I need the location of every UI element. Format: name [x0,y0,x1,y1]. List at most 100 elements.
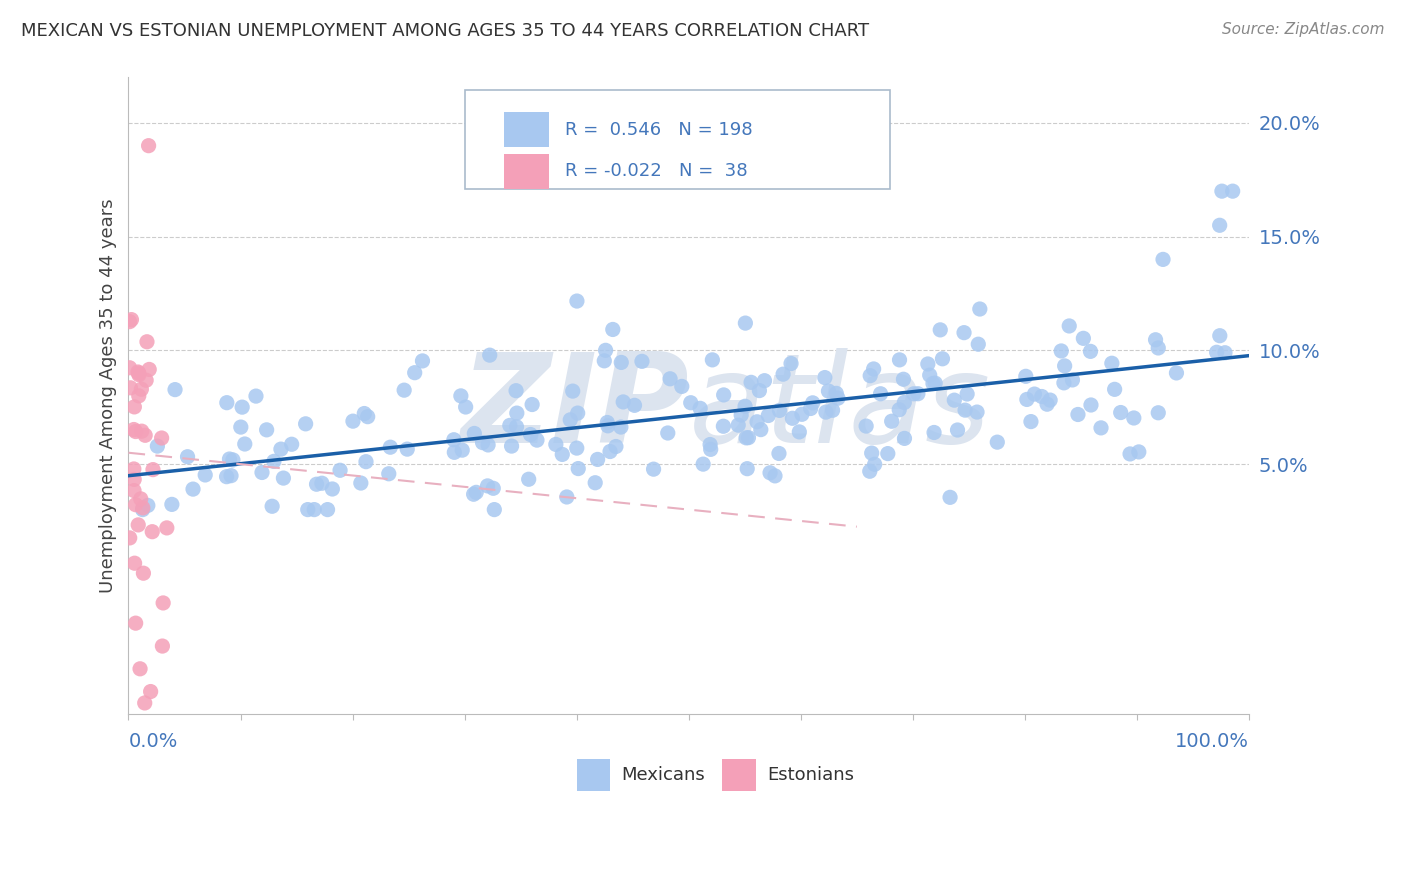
Point [477,479,499,493]
Point [790,407,813,421]
Point [876,447,898,461]
Point [1036,397,1059,411]
Point [131,382,153,396]
Point [443,445,465,459]
Point [450,389,472,403]
Point [357,409,380,424]
Point [411,354,433,368]
Point [1209,328,1232,343]
Point [229,420,252,434]
Point [128,366,150,380]
Point [263,454,285,468]
Point [463,426,485,441]
Point [943,393,966,408]
Point [1080,398,1102,412]
Point [859,368,882,383]
Point [643,462,665,476]
Point [1067,408,1090,422]
Point [903,386,925,401]
Point [302,502,325,516]
Point [768,446,790,460]
Point [329,463,352,477]
Point [1080,344,1102,359]
Text: ZIP: ZIP [460,348,689,469]
Point [1073,331,1095,345]
Text: Source: ZipAtlas.com: Source: ZipAtlas.com [1222,22,1385,37]
Point [124,556,146,570]
Point [1019,415,1042,429]
Point [610,355,633,369]
Point [132,500,155,515]
Point [1119,447,1142,461]
Point [922,376,945,391]
Point [160,497,183,511]
Point [262,500,284,514]
Point [702,352,724,367]
Text: 100.0%: 100.0% [1175,732,1249,751]
Point [305,477,328,491]
Point [465,485,488,500]
Point [610,420,633,434]
Point [860,446,883,460]
Point [124,616,146,631]
Point [740,376,762,390]
Point [969,301,991,316]
Point [478,348,501,362]
Point [122,483,145,498]
Point [505,420,527,434]
Point [156,521,179,535]
Point [880,414,903,428]
Point [526,433,548,447]
Point [353,407,375,421]
Point [863,458,886,472]
Point [893,372,915,386]
Point [342,414,364,428]
Point [454,400,477,414]
Point [561,384,583,398]
Point [1062,373,1084,387]
Point [152,596,174,610]
Bar [503,153,548,189]
Point [311,476,333,491]
Text: MEXICAN VS ESTONIAN UNEMPLOYMENT AMONG AGES 35 TO 44 YEARS CORRELATION CHART: MEXICAN VS ESTONIAN UNEMPLOYMENT AMONG A… [21,22,869,40]
Point [122,462,145,476]
Point [517,472,540,486]
Point [1208,219,1230,233]
Point [745,415,768,429]
Text: Mexicans: Mexicans [621,766,706,784]
Y-axis label: Unemployment Among Ages 35 to 44 years: Unemployment Among Ages 35 to 44 years [100,199,117,593]
Point [749,423,772,437]
Point [231,400,253,414]
Point [699,437,721,451]
Point [163,383,186,397]
Point [118,315,141,329]
Point [692,457,714,471]
Point [215,395,238,409]
Point [443,433,465,447]
Point [907,386,929,401]
Text: 0.0%: 0.0% [128,732,177,751]
Point [1166,366,1188,380]
Point [551,447,574,461]
Point [593,354,616,368]
Point [215,469,238,483]
Point [138,138,160,153]
Point [142,462,165,476]
Point [404,366,426,380]
Point [1104,382,1126,396]
Point [735,461,758,475]
Point [801,396,824,410]
Point [893,431,915,445]
Point [129,662,152,676]
Point [125,425,148,439]
Point [321,482,343,496]
Point [918,368,941,383]
Point [506,406,529,420]
Point [735,431,758,445]
Point [583,475,606,490]
Point [135,373,157,387]
Point [855,419,877,434]
Point [392,383,415,397]
Point [754,374,776,388]
Point [727,418,749,433]
